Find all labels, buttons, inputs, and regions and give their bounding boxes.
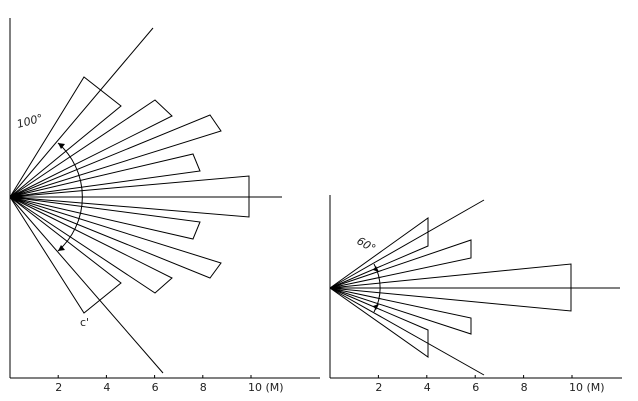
boundary-line bbox=[9, 196, 164, 374]
zone bbox=[9, 196, 122, 314]
boundary-line bbox=[329, 287, 485, 376]
axis-ticks: 2 4 6 8 10 (M) bbox=[55, 375, 284, 394]
arrow-head bbox=[373, 266, 379, 272]
axis-label: 4 bbox=[424, 381, 431, 394]
axis-label: 6 bbox=[152, 381, 159, 394]
left-diagram: 100° c' 2 4 6 8 10 (M) bbox=[9, 18, 320, 394]
zone bbox=[329, 287, 472, 335]
angle-label: 60° bbox=[355, 234, 378, 255]
axis-label: 6 bbox=[472, 381, 479, 394]
zones bbox=[329, 217, 572, 358]
axis-ticks: 2 4 6 8 10 (M) bbox=[375, 375, 605, 394]
boundary-line bbox=[329, 199, 485, 289]
axis-label: 2 bbox=[375, 381, 382, 394]
axis-label: 10 (M) bbox=[248, 381, 284, 394]
zone bbox=[9, 153, 201, 198]
zones bbox=[9, 76, 250, 314]
axis-label: 2 bbox=[55, 381, 62, 394]
zone bbox=[329, 263, 572, 312]
arrow-head bbox=[58, 143, 65, 149]
arrow-head bbox=[373, 304, 379, 310]
zone bbox=[9, 196, 222, 279]
angle-label: 100° bbox=[15, 111, 44, 130]
zone bbox=[9, 196, 201, 240]
zone bbox=[329, 239, 472, 289]
boundary-line bbox=[9, 27, 154, 198]
zone bbox=[9, 175, 250, 218]
right-diagram: 60° 2 4 6 8 10 (M) bbox=[329, 195, 622, 394]
zone bbox=[9, 114, 222, 198]
arrow-head bbox=[58, 245, 65, 251]
zone bbox=[9, 196, 173, 294]
axis-label: 10 (M) bbox=[569, 381, 605, 394]
zone bbox=[9, 76, 122, 198]
axis-label: 8 bbox=[200, 381, 207, 394]
marker-label: c' bbox=[80, 316, 89, 329]
zone bbox=[329, 217, 429, 289]
angle-arc bbox=[57, 142, 83, 252]
zone bbox=[9, 99, 173, 198]
zone bbox=[329, 287, 429, 358]
axis-label: 4 bbox=[103, 381, 110, 394]
axis-label: 8 bbox=[521, 381, 528, 394]
